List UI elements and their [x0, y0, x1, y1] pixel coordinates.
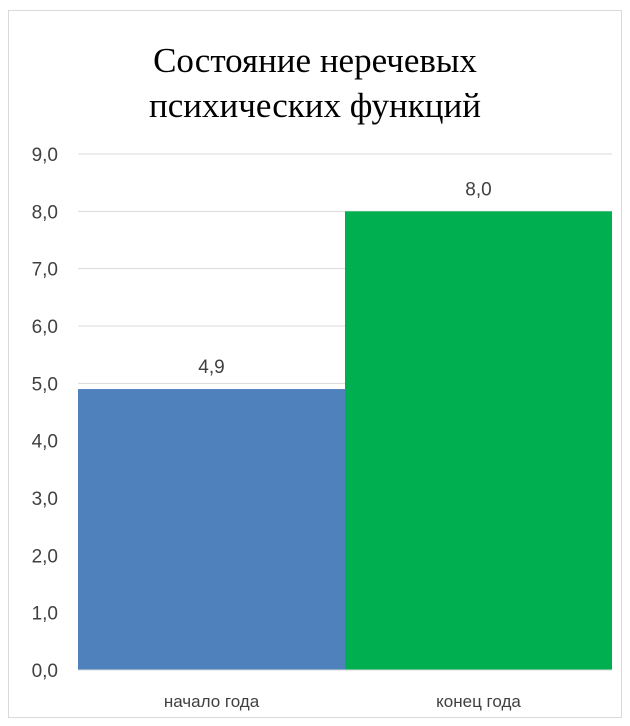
y-tick-label: 8,0	[32, 202, 58, 223]
x-tick-label: начало года	[164, 692, 260, 711]
y-tick-label: 0,0	[32, 661, 58, 682]
y-tick-label: 4,0	[32, 432, 58, 453]
bar	[345, 211, 612, 671]
x-tick-label: конец года	[436, 692, 521, 711]
chart-title: Состояние неречевых психических функций	[0, 38, 630, 128]
y-tick-label: 6,0	[32, 317, 58, 338]
chart-title-line-2: психических функций	[149, 86, 481, 125]
bar	[78, 389, 345, 670]
data-label: 8,0	[465, 179, 491, 200]
y-tick-label: 1,0	[32, 604, 58, 625]
y-tick-label: 5,0	[32, 374, 58, 395]
y-tick-label: 7,0	[32, 260, 58, 281]
y-tick-label: 3,0	[32, 489, 58, 510]
y-tick-label: 2,0	[32, 546, 58, 567]
chart-title-line-1: Состояние неречевых	[153, 41, 477, 80]
y-tick-label: 9,0	[32, 145, 58, 166]
data-label: 4,9	[198, 357, 224, 378]
